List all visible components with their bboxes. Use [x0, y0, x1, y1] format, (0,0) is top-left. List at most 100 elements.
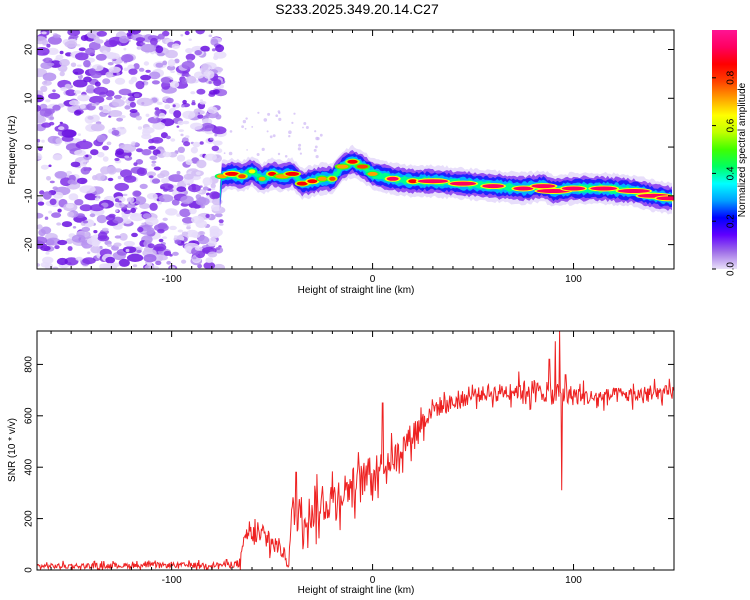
noise-speckle: [55, 137, 63, 144]
noise-speckle: [90, 245, 101, 254]
noise-speckle: [278, 117, 282, 121]
noise-speckle: [142, 127, 155, 134]
noise-speckle: [124, 105, 131, 110]
noise-speckle: [174, 58, 180, 64]
noise-speckle: [136, 249, 142, 253]
noise-speckle: [94, 81, 101, 87]
noise-speckle: [208, 81, 212, 84]
noise-speckle: [288, 135, 291, 138]
snr-y-tick-label: 800: [24, 356, 35, 373]
noise-speckle: [215, 44, 225, 53]
noise-speckle: [182, 120, 190, 125]
ridge-hotspot: [408, 179, 418, 184]
ridge-hotspot: [482, 184, 504, 189]
noise-speckle: [223, 152, 226, 155]
noise-speckle: [158, 238, 164, 243]
noise-speckle: [158, 194, 174, 203]
noise-speckle: [56, 222, 62, 226]
noise-speckle: [65, 203, 74, 209]
noise-speckle: [196, 159, 207, 169]
noise-speckle: [155, 62, 164, 68]
noise-speckle: [200, 63, 209, 71]
noise-speckle: [81, 226, 91, 232]
noise-speckle: [257, 111, 260, 114]
noise-speckle: [228, 151, 233, 156]
noise-speckle: [135, 115, 142, 121]
noise-speckle: [189, 207, 197, 215]
noise-speckle: [41, 139, 45, 143]
noise-speckle: [211, 198, 223, 206]
noise-speckle: [162, 60, 168, 66]
snr-y-label: SNR (10 * v/v): [7, 418, 18, 482]
noise-speckle: [126, 197, 135, 203]
noise-speckle: [211, 187, 216, 191]
colorbar-tick-label: 0.0: [726, 262, 737, 276]
noise-speckle: [60, 177, 72, 187]
noise-speckle: [181, 231, 189, 236]
noise-speckle: [72, 79, 88, 88]
noise-speckle: [122, 246, 137, 254]
noise-speckle: [70, 161, 81, 168]
noise-speckle: [174, 235, 178, 239]
noise-speckle: [155, 260, 162, 266]
noise-speckle: [150, 37, 158, 46]
colorbar-ticks: 0.0 0.2 0.4 0.6 0.8: [712, 70, 737, 276]
noise-speckle: [119, 233, 128, 241]
noise-speckle: [156, 52, 165, 57]
noise-speckle: [74, 199, 84, 206]
noise-speckle: [207, 240, 217, 247]
noise-speckle: [200, 99, 203, 102]
noise-speckle: [133, 63, 140, 70]
noise-speckle: [54, 171, 68, 179]
noise-speckle: [151, 80, 160, 85]
noise-speckle: [145, 69, 151, 73]
noise-speckle: [73, 110, 82, 116]
noise-speckle: [83, 60, 91, 68]
noise-speckle: [136, 97, 154, 107]
noise-speckle: [123, 240, 135, 247]
noise-speckle: [48, 210, 53, 214]
noise-speckle: [115, 209, 119, 213]
noise-region: [37, 30, 323, 269]
noise-speckle: [105, 71, 114, 78]
noise-speckle: [191, 102, 196, 106]
noise-speckle: [146, 193, 158, 200]
noise-speckle: [209, 225, 220, 234]
noise-speckle: [211, 126, 227, 135]
noise-speckle: [229, 130, 233, 133]
noise-speckle: [205, 214, 210, 218]
noise-speckle: [56, 257, 68, 266]
noise-speckle: [45, 251, 50, 255]
noise-speckle: [242, 119, 247, 124]
ridge-hotspot: [317, 176, 327, 181]
noise-speckle: [202, 177, 213, 186]
noise-speckle: [185, 159, 193, 165]
noise-speckle: [136, 40, 144, 47]
noise-speckle: [59, 50, 64, 55]
noise-speckle: [219, 84, 224, 89]
noise-speckle: [41, 122, 52, 128]
noise-speckle: [76, 177, 88, 185]
noise-speckle: [90, 72, 102, 79]
spectrogram-y-tick-label: 0: [24, 144, 35, 150]
noise-speckle: [149, 202, 158, 211]
snr-series-line: [37, 331, 674, 570]
noise-speckle: [176, 170, 181, 175]
noise-speckle: [37, 105, 42, 112]
noise-speckle: [181, 104, 185, 108]
noise-speckle: [178, 129, 184, 133]
noise-speckle: [181, 259, 187, 264]
noise-speckle: [288, 130, 292, 134]
noise-speckle: [151, 137, 164, 144]
noise-speckle: [177, 229, 184, 233]
spectrogram-x-tick-label: 100: [565, 274, 582, 285]
noise-speckle: [151, 178, 161, 184]
noise-speckle: [96, 214, 107, 224]
noise-speckle: [37, 154, 43, 160]
noise-speckle: [89, 204, 104, 212]
noise-speckle: [197, 235, 210, 245]
noise-speckle: [122, 193, 128, 197]
noise-speckle: [180, 195, 194, 205]
noise-speckle: [37, 36, 47, 45]
noise-speckle: [104, 40, 118, 48]
